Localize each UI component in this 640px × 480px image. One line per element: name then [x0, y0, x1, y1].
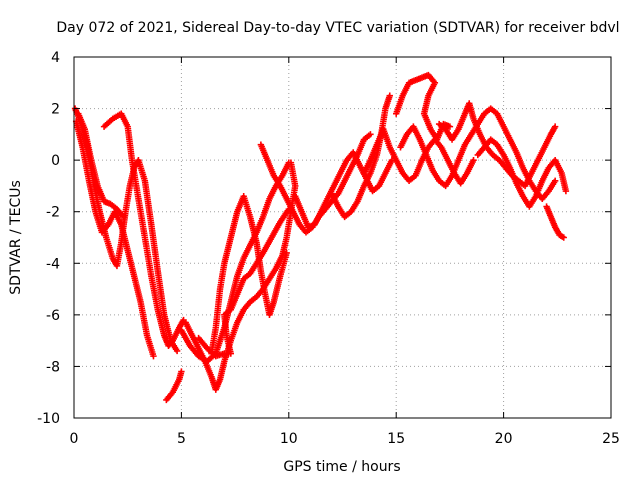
- data-point: [120, 213, 127, 221]
- data-point: [283, 249, 290, 257]
- series-track-4: [75, 110, 127, 221]
- y-tick-label: 0: [51, 153, 60, 169]
- series-track-10: [257, 131, 374, 236]
- series-track-17: [474, 136, 570, 210]
- plot-frame: [73, 56, 612, 419]
- data-point: [173, 347, 181, 355]
- y-tick-label: -2: [46, 205, 60, 221]
- data-point: [150, 352, 157, 360]
- y-tick-label: 2: [51, 102, 60, 118]
- series-track-5: [163, 368, 185, 404]
- x-axis-label: GPS time / hours: [283, 459, 400, 475]
- y-axis-label: SDTVAR / TECUs: [8, 180, 24, 295]
- axis-ticks: 0 5 10 15 20 25 -10 -8 -6 -4 -2 0 2 4: [37, 50, 620, 447]
- x-tick-label: 10: [280, 431, 298, 447]
- y-tick-label: -10: [37, 411, 60, 427]
- series-track-16: [435, 100, 559, 190]
- data-point: [367, 131, 374, 138]
- x-tick-label: 0: [70, 431, 79, 447]
- x-tick-label: 15: [387, 431, 405, 447]
- x-tick-label: 25: [602, 431, 620, 447]
- y-tick-label: 4: [51, 50, 60, 66]
- data-point: [178, 368, 185, 375]
- data-point: [470, 156, 477, 164]
- y-tick-label: -6: [46, 308, 60, 324]
- series-track-12: [328, 92, 393, 221]
- series-track-9: [208, 193, 290, 357]
- data-point: [446, 123, 454, 130]
- data-point: [560, 234, 567, 241]
- y-tick-label: -8: [46, 359, 60, 375]
- data-point: [551, 177, 559, 184]
- series-track-18: [543, 203, 567, 241]
- data-point: [386, 92, 393, 99]
- series-track-14: [393, 71, 454, 143]
- data-point: [562, 187, 570, 195]
- series-track-11: [292, 149, 396, 231]
- data-point: [285, 159, 292, 166]
- data-point: [551, 123, 559, 130]
- series-track-2: [72, 118, 157, 360]
- chart-title: Day 072 of 2021, Sidereal Day-to-day VTE…: [56, 20, 619, 36]
- data-marks: [71, 71, 570, 404]
- series-track-3: [100, 110, 187, 349]
- x-tick-label: 5: [177, 431, 186, 447]
- x-tick-label: 20: [495, 431, 513, 447]
- series-track-15: [397, 105, 559, 203]
- y-tick-label: -4: [46, 256, 60, 272]
